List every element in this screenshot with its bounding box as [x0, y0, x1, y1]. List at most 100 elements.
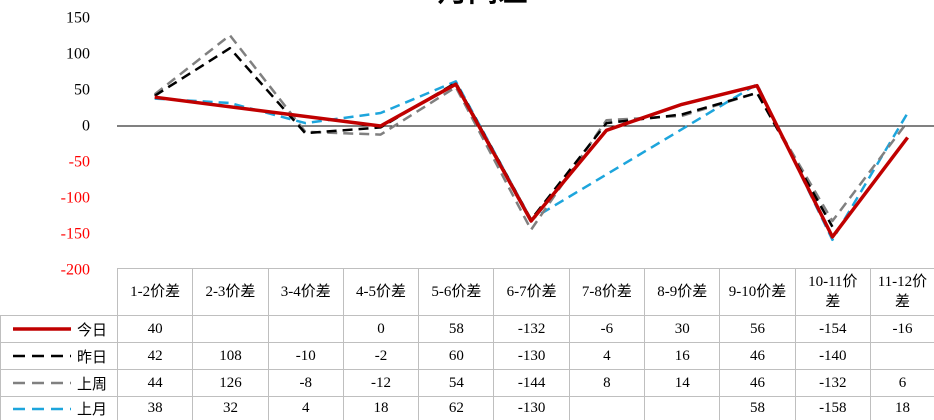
table-value-cell: -130: [493, 342, 569, 369]
y-tick-label: 100: [66, 46, 90, 63]
table-header-cell: 7-8价差: [568, 268, 645, 315]
legend-label: 今日: [77, 322, 108, 339]
data-point: [680, 114, 684, 118]
table-value-cell: 4: [568, 342, 645, 369]
data-point: [454, 79, 458, 83]
y-tick-label: 50: [74, 82, 90, 99]
legend-entry: 上月: [0, 396, 117, 420]
table-value-cell: 62: [418, 396, 494, 420]
table-value-cell: -140: [794, 342, 870, 369]
data-point: [379, 111, 383, 115]
legend-label: 昨日: [77, 349, 108, 366]
y-tick-label: -100: [61, 190, 90, 207]
table-value-cell: [267, 315, 343, 342]
table-value-cell: -132: [493, 315, 569, 342]
data-point: [153, 97, 157, 101]
data-point: [379, 133, 383, 137]
table-header-cell: 4-5价差: [342, 268, 419, 315]
table-value-cell: 46: [719, 342, 795, 369]
table-value-cell: -158: [794, 396, 870, 420]
data-point: [379, 124, 383, 128]
data-point: [906, 120, 910, 124]
series-3: [153, 79, 910, 242]
data-point: [529, 228, 533, 232]
data-point: [755, 84, 759, 88]
series-2: [153, 34, 910, 232]
table-header-cell: 1-2价差: [117, 268, 193, 315]
table-header-cell: 5-6价差: [418, 268, 494, 315]
series-0: [154, 82, 909, 239]
legend-key-line: [13, 381, 71, 385]
chart-title-clip: 月间差: [0, 0, 934, 9]
table-value-cell: 14: [644, 369, 720, 396]
table-value-cell: 30: [644, 315, 720, 342]
table-value-cell: 108: [192, 342, 268, 369]
data-point: [755, 91, 759, 95]
table-value-cell: [644, 396, 720, 420]
series-line-1: [154, 46, 834, 228]
chart-data-table: 1-2价差 2-3价差 3-4价差 4-5价差 5-6价差 6-7价差 7-8价差 8-9价差…: [0, 268, 934, 420]
table-header-cell: 10-11价差: [794, 268, 870, 315]
table-value-cell: 56: [719, 315, 795, 342]
table-value-cell: 40: [117, 315, 193, 342]
data-point: [830, 238, 834, 242]
table-value-cell: 38: [117, 396, 193, 420]
table-value-cell: [869, 342, 934, 369]
table-value-cell: 8: [568, 369, 645, 396]
data-point: [228, 101, 232, 105]
data-point: [303, 131, 307, 135]
table-value-cell: -8: [267, 369, 343, 396]
y-tick-label: 150: [66, 10, 90, 27]
table-value-cell: 46: [719, 369, 795, 396]
data-point: [454, 81, 458, 85]
series-line-2: [153, 34, 909, 231]
series-1: [153, 46, 834, 228]
legend-entry: 今日: [0, 315, 117, 342]
table-value-cell: 126: [192, 369, 268, 396]
table-value-cell: -10: [267, 342, 343, 369]
table-value-cell: -6: [568, 315, 645, 342]
table-header-cell: 9-10价差: [719, 268, 795, 315]
table-value-cell: -2: [342, 342, 419, 369]
table-header-cell: 11-12价差: [869, 268, 934, 315]
data-point: [454, 82, 458, 86]
table-value-cell: 4: [267, 396, 343, 420]
table-value-cell: 60: [418, 342, 494, 369]
table-value-cell: -16: [869, 315, 934, 342]
table-value-cell: 6: [869, 369, 934, 396]
table-value-cell: 0: [342, 315, 419, 342]
data-point: [604, 118, 608, 122]
legend-label: 上月: [77, 402, 108, 418]
data-point: [454, 85, 458, 89]
data-point: [604, 121, 608, 125]
y-tick-label: -150: [61, 226, 90, 243]
legend-key-line: [13, 407, 71, 410]
table-value-cell: 42: [117, 342, 193, 369]
data-point: [303, 121, 307, 125]
legend-entry: 上周: [0, 369, 117, 396]
series-line-0: [154, 82, 909, 239]
table-value-cell: -130: [493, 396, 569, 420]
data-point: [303, 130, 307, 134]
table-value-cell: -144: [493, 369, 569, 396]
table-value-cell: 44: [117, 369, 193, 396]
table-value-cell: 54: [418, 369, 494, 396]
table-header-cell: 8-9价差: [644, 268, 720, 315]
data-point: [604, 128, 608, 132]
table-corner: [0, 268, 117, 315]
table-value-cell: [568, 396, 645, 420]
table-value-cell: 16: [644, 342, 720, 369]
data-point: [153, 94, 157, 98]
data-point: [680, 112, 684, 116]
data-point: [529, 218, 533, 222]
table-value-cell: -12: [342, 369, 419, 396]
legend-key-line: [13, 354, 71, 358]
legend-label: 上周: [77, 376, 108, 393]
data-point: [906, 111, 910, 115]
table-value-cell: -154: [794, 315, 870, 342]
table-value-cell: 32: [192, 396, 268, 420]
data-point: [228, 46, 232, 50]
table-value-cell: [192, 315, 268, 342]
series-line-3: [154, 80, 909, 242]
